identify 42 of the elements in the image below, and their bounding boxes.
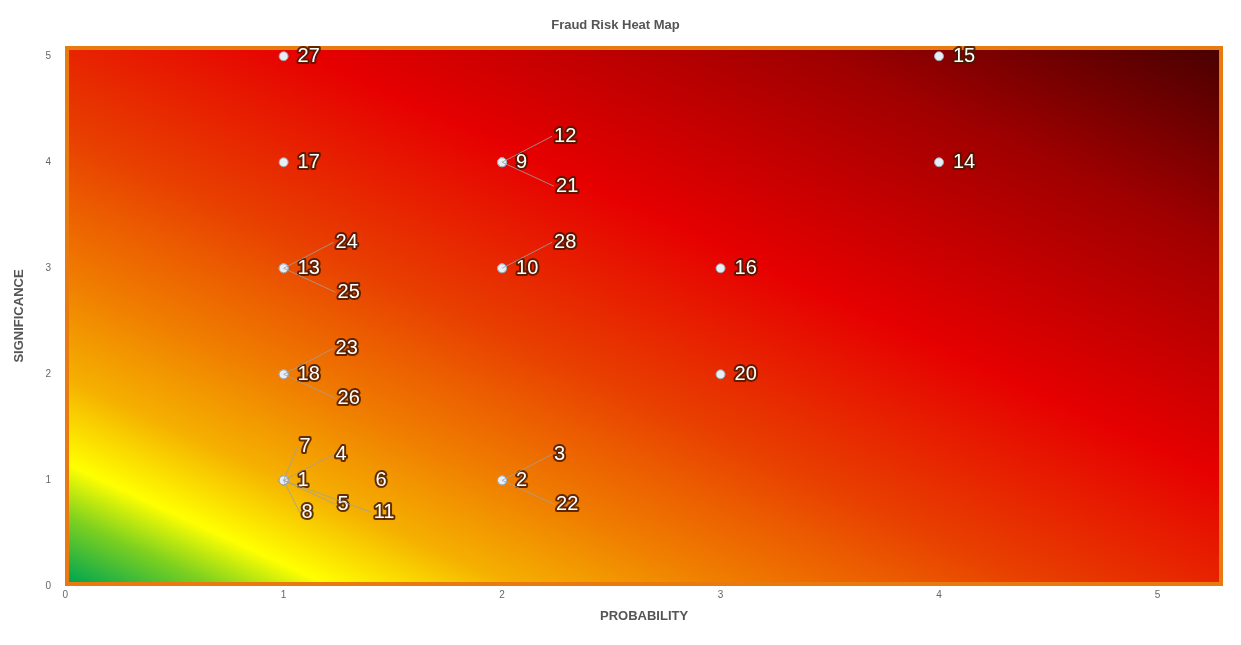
annotation: 28	[554, 229, 577, 252]
x-tick-label: 0	[62, 589, 69, 601]
annotation: 12	[554, 123, 577, 146]
annotation: 26	[337, 385, 360, 408]
annotation: 2	[516, 467, 528, 490]
y-axis-title: SIGNIFICANCE	[11, 269, 27, 363]
annotation: 13	[297, 255, 320, 278]
annotation: 3	[554, 441, 566, 464]
y-tick-label: 1	[45, 474, 52, 486]
x-tick-label: 3	[717, 589, 724, 601]
chart-title: Fraud Risk Heat Map	[551, 17, 680, 33]
x-tick-label: 1	[280, 589, 287, 601]
annotation: 17	[297, 149, 320, 172]
annotation: 21	[556, 173, 579, 196]
x-tick-label: 2	[499, 589, 506, 601]
annotation: 20	[734, 361, 757, 384]
y-tick-label: 4	[45, 155, 52, 167]
annotation: 10	[516, 255, 539, 278]
annotation: 7	[299, 433, 311, 456]
annotation: 16	[734, 255, 757, 278]
annotation: 15	[953, 43, 976, 66]
annotation: 22	[556, 491, 579, 514]
annotation: 24	[335, 229, 358, 252]
x-tick-label: 5	[1154, 589, 1161, 601]
x-axis-title: PROBABILITY	[600, 607, 689, 623]
annotation: 11	[373, 499, 395, 522]
y-tick-label: 3	[45, 262, 52, 274]
annotation: 25	[337, 279, 360, 302]
y-tick-label: 2	[45, 368, 52, 380]
annotation: 5	[337, 491, 349, 514]
x-tick-label: 4	[936, 589, 943, 601]
annotation: 27	[297, 43, 320, 66]
annotation: 23	[335, 335, 358, 358]
y-tick-label: 5	[45, 49, 52, 61]
annotation: 1	[297, 467, 309, 490]
annotation: 8	[301, 499, 313, 522]
annotation: 6	[375, 467, 387, 490]
annotation: 4	[335, 441, 347, 464]
y-tick-label: 0	[45, 580, 52, 592]
annotation: 18	[297, 361, 320, 384]
annotation: 14	[953, 149, 976, 172]
annotation: 9	[516, 149, 528, 172]
